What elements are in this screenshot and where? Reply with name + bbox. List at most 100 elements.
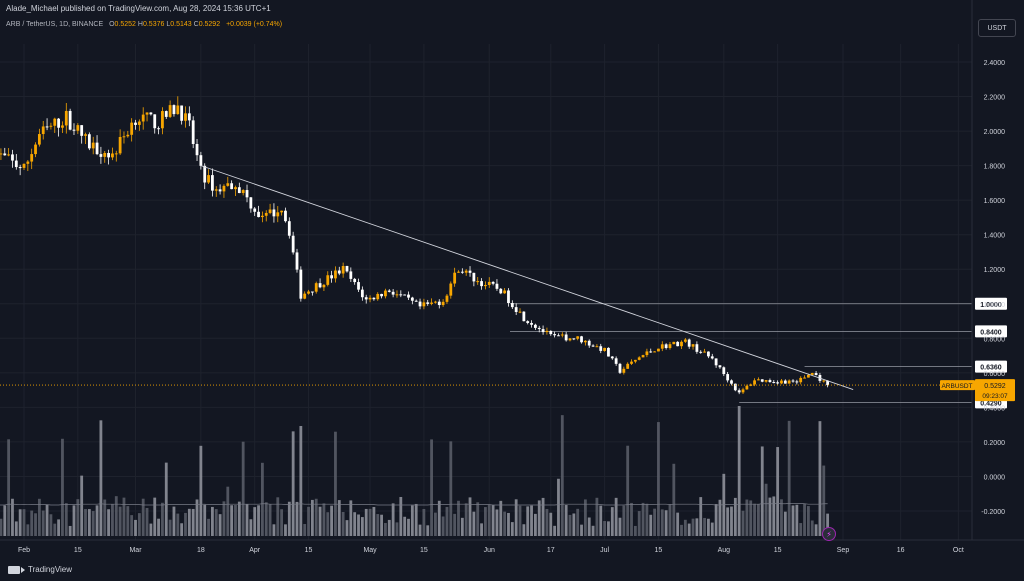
candle-body [599, 346, 603, 351]
time-axis[interactable]: Feb 15 Mar 18 Apr 15 May 15 Jun 17 Jul 15 Aug 15 Sep 16… [0, 539, 1024, 554]
volume-bar [337, 500, 341, 536]
volume-bar [168, 519, 172, 536]
volume-bar [134, 519, 137, 536]
candle-body [157, 128, 160, 130]
candle-body [214, 189, 218, 191]
candle-body [326, 275, 330, 285]
candle-body [253, 208, 257, 212]
volume-bar [241, 441, 245, 536]
volume-bar [153, 497, 157, 536]
candle-body [633, 359, 637, 362]
candle-body [230, 183, 234, 190]
volume-bar [364, 508, 368, 536]
tradingview-logo[interactable]: TradingView [8, 565, 72, 574]
candle-body [199, 155, 203, 166]
candle-body [145, 112, 149, 115]
candle-body [180, 105, 184, 121]
candle-body [114, 153, 118, 155]
candle-body [687, 339, 691, 347]
candle-body [806, 374, 810, 378]
price-axis[interactable]: 2.4000 2.2000 2.0000 1.8000 1.6000 1.4000 1.20… [971, 0, 1006, 540]
candle-body [164, 111, 168, 117]
time-tick-label: 15 [655, 547, 663, 554]
candle-body [153, 114, 157, 129]
candle-body [733, 383, 737, 391]
volume-bar [645, 503, 649, 536]
volume-bar [149, 523, 153, 536]
price-tick-label: 1.0000 [984, 302, 1006, 309]
volume-bar [207, 518, 210, 536]
volume-bar [214, 509, 218, 536]
volume-bar [330, 505, 334, 536]
candle-body [514, 307, 518, 313]
volume-bar [803, 503, 806, 536]
candle-body [545, 330, 549, 333]
volume-bar [268, 504, 272, 536]
candle-body [249, 197, 253, 209]
volume-bar [664, 510, 668, 536]
volume-bar [403, 516, 407, 536]
candle-body [314, 283, 318, 292]
candle-body [791, 380, 795, 382]
volume-bar [299, 426, 303, 536]
volume-bar [610, 507, 614, 536]
volume-bar [310, 499, 314, 536]
candle-body [449, 283, 453, 296]
candle-body [564, 334, 568, 341]
candle-body [457, 271, 460, 273]
volume-bar [826, 513, 830, 536]
candle-body [195, 143, 199, 156]
candle-body [637, 357, 641, 360]
volume-bar [141, 498, 145, 536]
candle-body [657, 348, 660, 352]
volume-bar [37, 498, 41, 536]
volume-bar [630, 502, 633, 536]
candle-body [257, 211, 260, 218]
candle-body [61, 125, 64, 128]
candle-body [80, 125, 84, 136]
trendline-segment [200, 165, 854, 390]
candle-body [549, 330, 553, 335]
volume-bar [118, 506, 122, 536]
candle-body [407, 294, 410, 298]
volume-bar [295, 501, 299, 536]
price-tick-label: 0.8000 [984, 336, 1006, 343]
candle-body [203, 165, 207, 183]
candle-body [276, 212, 280, 217]
candle-body [34, 144, 37, 155]
lightning-icon[interactable]: ⚡ [822, 527, 836, 541]
volume-bar [453, 513, 457, 536]
countdown-label: 09:23:07 [982, 393, 1008, 400]
volume-bar [222, 501, 226, 536]
volume-bar [387, 519, 391, 536]
level-label-bg [975, 297, 1007, 310]
volume-bar [84, 509, 87, 536]
volume-bar [810, 520, 814, 536]
volume-bar [814, 524, 818, 536]
volume-bar [622, 505, 626, 536]
volume-bar [145, 507, 149, 536]
candle-body [676, 341, 680, 347]
volume-bar [111, 504, 114, 536]
volume-bar [680, 524, 683, 536]
candle-body [722, 367, 726, 375]
volume-bar [522, 524, 526, 536]
currency-button[interactable]: USDT [978, 19, 1016, 37]
volume-bar [468, 497, 472, 536]
volume-bar [64, 503, 68, 536]
time-tick-label: 17 [547, 547, 555, 554]
candle-body [484, 285, 487, 287]
time-tick-label: 15 [420, 547, 428, 554]
volume-bar [768, 497, 772, 536]
volume-bars [0, 406, 830, 536]
candle-body [430, 302, 433, 304]
time-tick-label: 16 [897, 547, 905, 554]
candle-body [622, 368, 626, 373]
trendline[interactable] [200, 165, 854, 390]
volume-bar [276, 497, 280, 536]
candle-body [111, 153, 114, 158]
candle-body [795, 381, 799, 383]
volume-bar [503, 511, 507, 536]
volume-bar [107, 509, 110, 536]
